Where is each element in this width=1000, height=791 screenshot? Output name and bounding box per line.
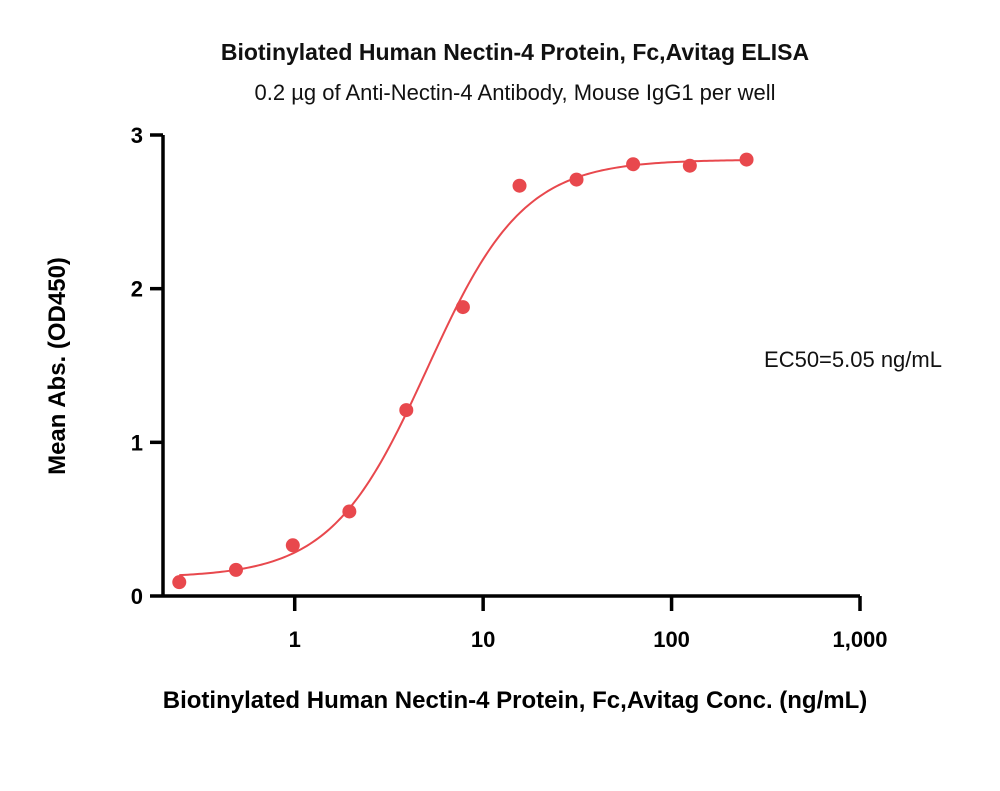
y-axis-title: Mean Abs. (OD450) xyxy=(44,257,71,475)
data-point xyxy=(569,172,584,187)
fit-curve-layer xyxy=(179,159,747,577)
data-point xyxy=(172,575,187,590)
data-point xyxy=(739,152,754,167)
x-tick-label: 1 xyxy=(289,627,301,652)
chart-title: Biotinylated Human Nectin-4 Protein, Fc,… xyxy=(221,39,809,65)
chart-subtitle: 0.2 µg of Anti-Nectin-4 Antibody, Mouse … xyxy=(255,80,776,105)
data-points-layer xyxy=(172,152,754,590)
data-point xyxy=(682,158,697,173)
x-axis-title: Biotinylated Human Nectin-4 Protein, Fc,… xyxy=(163,687,868,714)
fit-curve xyxy=(179,159,747,577)
x-tick-label: 1,000 xyxy=(832,627,887,652)
x-tick-label: 10 xyxy=(471,627,495,652)
y-tick-label: 0 xyxy=(131,584,143,609)
data-point xyxy=(285,538,300,553)
y-tick-label: 2 xyxy=(131,277,143,302)
data-point xyxy=(342,504,357,519)
y-axis: 0 1 2 3 xyxy=(131,123,165,609)
data-point xyxy=(399,403,414,418)
ec50-annotation: EC50=5.05 ng/mL xyxy=(764,347,942,372)
x-axis: 1 10 100 1,000 xyxy=(163,594,888,652)
data-point xyxy=(228,562,243,577)
y-tick-label: 3 xyxy=(131,123,143,148)
y-tick-label: 1 xyxy=(131,430,143,455)
data-point xyxy=(512,178,527,193)
data-point xyxy=(626,157,641,172)
x-tick-label: 100 xyxy=(653,627,690,652)
data-point xyxy=(455,300,470,315)
